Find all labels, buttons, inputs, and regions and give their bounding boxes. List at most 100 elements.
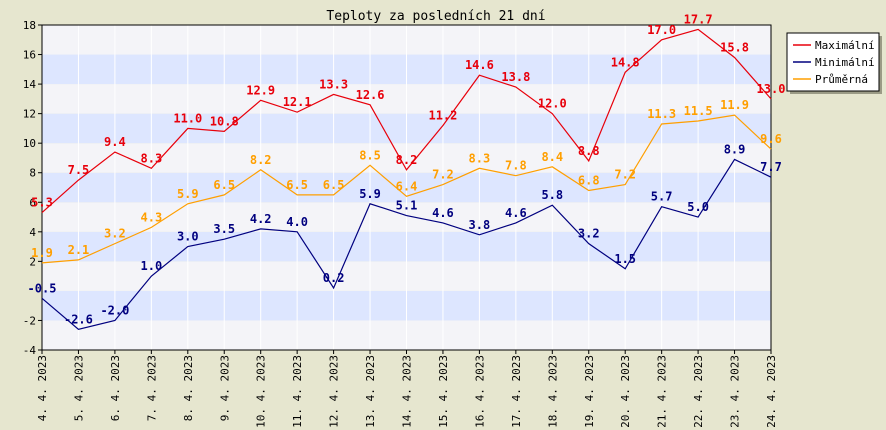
data-label: 3.0 [177,230,199,244]
data-label: 5.9 [359,187,381,201]
data-label: 15.8 [720,41,749,55]
data-label: 3.5 [213,222,235,236]
data-label: 12.6 [356,88,385,102]
x-tick-label: 23. 4. 2023 [729,355,742,428]
data-label: -0.5 [28,281,57,295]
data-label: 5.8 [541,188,563,202]
data-label: 8.3 [141,151,163,165]
data-label: -2.6 [64,312,93,326]
data-label: 8.4 [541,150,563,164]
data-label: 11.2 [428,108,457,122]
x-tick-label: 17. 4. 2023 [510,355,523,428]
data-label: 8.3 [469,151,491,165]
data-label: 9.6 [760,132,782,146]
data-label: 8.5 [359,148,381,162]
y-tick-label: 10 [23,137,36,150]
data-label: 5.9 [177,187,199,201]
y-tick-label: 2 [29,255,36,268]
data-label: 7.2 [614,168,636,182]
x-tick-label: 20. 4. 2023 [619,355,632,428]
data-label: 3.2 [578,227,600,241]
data-label: 1.9 [31,246,53,260]
data-label: 6.5 [286,178,308,192]
data-label: 5.0 [687,200,709,214]
x-tick-label: 8. 4. 2023 [182,355,195,421]
data-label: 6.5 [213,178,235,192]
data-label: 1.5 [614,252,636,266]
legend-label: Průměrná [815,73,868,86]
x-tick-label: 11. 4. 2023 [291,355,304,428]
x-tick-label: 16. 4. 2023 [473,355,486,428]
x-tick-label: 9. 4. 2023 [218,355,231,421]
data-label: 9.4 [104,135,126,149]
x-tick-label: 24. 4. 2023 [765,355,778,428]
x-tick-label: 7. 4. 2023 [145,355,158,421]
data-label: 13.8 [501,70,530,84]
data-label: 6.8 [578,173,600,187]
x-tick-label: 6. 4. 2023 [109,355,122,421]
data-label: 14.8 [611,55,640,69]
data-label: 6.5 [323,178,345,192]
y-tick-label: 12 [23,108,36,121]
x-tick-label: 19. 4. 2023 [583,355,596,428]
y-tick-label: -4 [23,344,37,357]
data-label: 12.9 [246,83,275,97]
x-tick-label: 22. 4. 2023 [692,355,705,428]
data-label: 0.2 [323,271,345,285]
x-tick-label: 21. 4. 2023 [656,355,669,428]
x-tick-label: 18. 4. 2023 [546,355,559,428]
data-label: 5.3 [31,196,53,210]
data-label: 3.2 [104,227,126,241]
data-label: 5.1 [396,199,418,213]
legend-label: Minimální [815,56,875,69]
data-label: 7.5 [68,163,90,177]
data-label: 11.3 [647,107,676,121]
y-tick-label: -2 [23,314,36,327]
legend-label: Maximální [815,39,875,52]
x-tick-label: 10. 4. 2023 [255,355,268,428]
data-label: 8.9 [724,142,746,156]
data-label: 17.0 [647,23,676,37]
y-tick-label: 18 [23,19,36,32]
data-label: 13.0 [757,82,786,96]
data-label: 14.6 [465,58,494,72]
data-label: 7.7 [760,160,782,174]
y-tick-label: 16 [23,49,36,62]
data-label: 12.0 [538,97,567,111]
data-label: 10.8 [210,114,239,128]
y-tick-label: 6 [29,196,36,209]
x-tick-label: 4. 4. 2023 [36,355,49,421]
data-label: -2.0 [100,303,129,317]
x-tick-label: 13. 4. 2023 [364,355,377,428]
data-label: 2.1 [68,243,90,257]
data-label: 3.8 [469,218,491,232]
data-label: 7.2 [432,168,454,182]
data-label: 11.5 [684,104,713,118]
y-tick-label: 4 [29,226,36,239]
data-label: 1.0 [141,259,163,273]
data-label: 4.6 [432,206,454,220]
data-label: 8.2 [250,153,272,167]
data-label: 11.9 [720,98,749,112]
data-label: 4.6 [505,206,527,220]
data-label: 13.3 [319,77,348,91]
data-label: 4.3 [141,210,163,224]
series-line [41,28,772,214]
x-tick-label: 15. 4. 2023 [437,355,450,428]
x-tick-label: 14. 4. 2023 [401,355,414,428]
data-label: 17.7 [684,12,713,26]
data-label: 5.7 [651,190,673,204]
y-tick-label: 8 [29,167,36,180]
data-label: 8.2 [396,153,418,167]
data-label: 11.0 [173,111,202,125]
series-line [41,158,772,330]
chart-title: Teploty za posledních 21 dní [326,9,545,24]
data-label: 8.8 [578,144,600,158]
y-tick-label: 14 [23,78,37,91]
x-tick-label: 5. 4. 2023 [72,355,85,421]
data-label: 12.1 [283,95,312,109]
data-label: 7.8 [505,159,527,173]
series-line [41,114,772,264]
x-tick-label: 12. 4. 2023 [328,355,341,428]
